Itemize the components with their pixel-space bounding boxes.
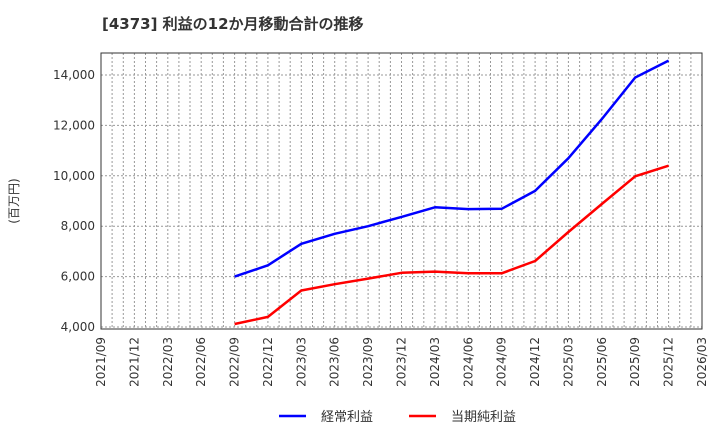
y-tick-label: 12,000 [53,118,95,132]
y-axis: 4,000 6,000 8,000 10,000 12,000 14,000 [53,68,95,334]
ordinary-profit-line [234,59,670,278]
legend-label: 経常利益 [321,410,373,425]
x-tick-label: 2023/09 [361,337,375,387]
net-income-line [234,164,669,326]
x-tick-label: 2022/03 [161,337,175,387]
chart-title: [4373] 利益の12か月移動合計の推移 [102,15,364,33]
x-tick-label: 2025/09 [628,337,642,387]
x-tick-label: 2024/06 [461,337,475,387]
x-tick-label: 2023/12 [395,337,409,387]
x-tick-label: 2024/03 [428,337,442,387]
x-tick-label: 2022/12 [261,337,275,387]
x-tick-label: 2026/03 [695,337,709,387]
legend: 経常利益 当期純利益 [279,410,516,425]
legend-label: 当期純利益 [451,410,516,425]
x-tick-label: 2023/03 [294,337,308,387]
y-tick-label: 14,000 [53,68,95,82]
y-tick-label: 6,000 [61,270,95,284]
x-tick-label: 2023/06 [328,337,342,387]
plot-area [100,52,703,330]
x-tick-label: 2022/09 [228,337,242,387]
x-tick-label: 2022/06 [194,337,208,387]
series-lines [234,59,670,326]
x-axis: 2021/09 2021/12 2022/03 2022/06 2022/09 2022/… [94,337,709,387]
x-tick-label: 2025/12 [662,337,676,387]
x-tick-label: 2025/03 [561,337,575,387]
y-tick-label: 8,000 [61,219,95,233]
y-tick-label: 4,000 [61,320,95,334]
x-tick-label: 2025/06 [595,337,609,387]
x-tick-label: 2024/09 [495,337,509,387]
y-tick-label: 10,000 [53,169,95,183]
x-tick-label: 2021/12 [127,337,141,387]
x-tick-label: 2021/09 [94,337,108,387]
x-tick-label: 2024/12 [528,337,542,387]
y-axis-label: (百万円) [7,178,21,223]
grid-lines [101,53,702,329]
